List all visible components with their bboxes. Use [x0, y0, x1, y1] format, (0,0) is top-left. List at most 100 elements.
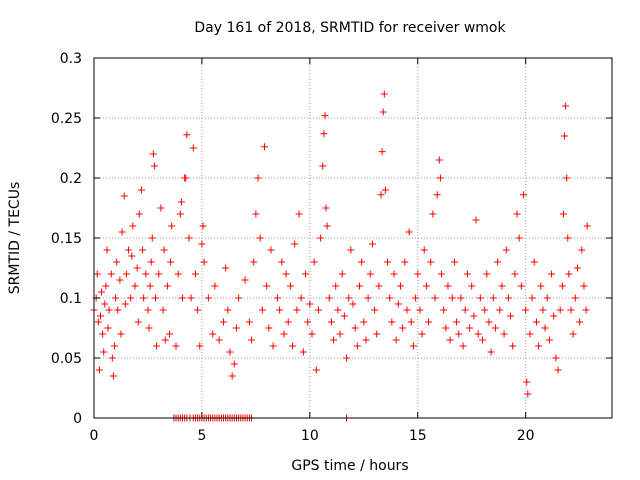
data-point	[583, 222, 591, 230]
data-point	[284, 318, 292, 326]
data-point	[532, 318, 540, 326]
data-point	[513, 210, 521, 218]
data-point	[524, 390, 532, 398]
data-point	[120, 192, 128, 200]
data-point	[502, 246, 510, 254]
data-point	[112, 294, 120, 302]
data-point	[548, 270, 556, 278]
data-point	[280, 330, 288, 338]
data-point	[403, 306, 411, 314]
data-point	[437, 270, 445, 278]
data-point	[494, 258, 502, 266]
y-tick-label: 0.3	[60, 51, 82, 67]
data-point	[351, 324, 359, 332]
data-point	[99, 330, 107, 338]
data-point	[273, 294, 281, 302]
data-point	[453, 318, 461, 326]
data-point	[414, 270, 422, 278]
data-point	[117, 330, 125, 338]
y-tick-label: 0.1	[60, 291, 82, 307]
data-point	[299, 348, 307, 356]
data-point	[263, 282, 271, 290]
data-point	[209, 330, 217, 338]
data-point	[306, 300, 314, 308]
data-point	[552, 354, 560, 362]
data-point	[347, 246, 355, 254]
data-point	[380, 90, 388, 98]
data-point	[226, 348, 234, 356]
data-point	[241, 276, 249, 284]
data-point	[545, 336, 553, 344]
data-point	[384, 258, 392, 266]
data-point	[256, 234, 264, 242]
data-point	[565, 270, 573, 278]
data-point	[530, 258, 538, 266]
data-point	[345, 294, 353, 302]
data-point	[250, 258, 258, 266]
data-point	[334, 306, 342, 314]
data-point	[470, 312, 478, 320]
data-point	[137, 186, 145, 194]
data-point	[509, 342, 517, 350]
data-point	[131, 282, 139, 290]
data-point	[576, 318, 584, 326]
data-point	[150, 162, 158, 170]
chart-title: Day 161 of 2018, SRMTID for receiver wmo…	[194, 20, 506, 36]
data-point	[420, 246, 428, 254]
data-point	[189, 144, 197, 152]
data-point	[466, 324, 474, 332]
data-point	[554, 366, 562, 374]
y-axis-label: SRMTID / TECUs	[7, 182, 23, 295]
data-point	[556, 306, 564, 314]
data-point	[109, 372, 117, 380]
data-point	[103, 246, 111, 254]
data-point	[360, 318, 368, 326]
data-point	[433, 191, 441, 199]
data-point	[163, 282, 171, 290]
data-point	[358, 258, 366, 266]
data-point	[194, 306, 202, 314]
data-point	[161, 336, 169, 344]
data-point	[149, 150, 157, 158]
y-tick-label: 0	[73, 411, 82, 427]
data-point	[133, 264, 141, 272]
data-point	[135, 210, 143, 218]
data-point	[455, 330, 463, 338]
data-point	[368, 240, 376, 248]
grid	[94, 58, 612, 418]
data-point	[258, 306, 266, 314]
data-point	[422, 282, 430, 290]
data-point	[187, 294, 195, 302]
data-point	[116, 276, 124, 284]
data-point	[327, 318, 335, 326]
data-point	[569, 330, 577, 338]
data-point	[269, 342, 277, 350]
data-point	[118, 228, 126, 236]
data-point	[142, 270, 150, 278]
data-point	[122, 270, 130, 278]
data-point	[564, 234, 572, 242]
data-point	[102, 282, 110, 290]
data-point	[517, 282, 525, 290]
x-tick-label: 20	[517, 428, 535, 444]
data-point	[304, 318, 312, 326]
data-point	[366, 270, 374, 278]
data-point	[511, 270, 519, 278]
data-point	[425, 318, 433, 326]
data-point	[286, 282, 294, 290]
data-point	[362, 336, 370, 344]
data-point	[442, 324, 450, 332]
data-point	[282, 270, 290, 278]
data-point	[388, 318, 396, 326]
data-point	[491, 324, 499, 332]
data-point	[105, 306, 113, 314]
data-point	[211, 282, 219, 290]
data-point	[520, 191, 528, 199]
data-point	[523, 378, 531, 386]
data-point	[489, 294, 497, 302]
data-point	[172, 342, 180, 350]
data-point	[515, 234, 523, 242]
data-point	[232, 324, 240, 332]
data-point	[308, 330, 316, 338]
data-point	[297, 294, 305, 302]
